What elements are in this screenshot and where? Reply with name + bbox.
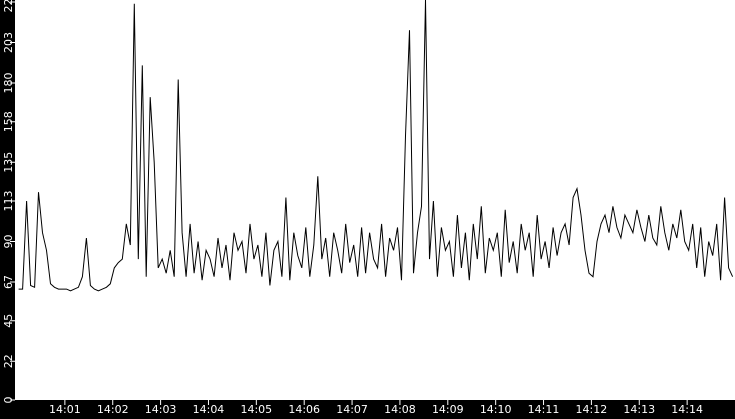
y-tick-label: 158: [2, 111, 15, 132]
y-tick-label: 22: [2, 354, 15, 368]
x-tick-label: 14:11: [528, 403, 560, 415]
x-tick-label: 14:02: [97, 403, 129, 415]
x-tick-label: 14:12: [576, 403, 608, 415]
x-tick-label: 14:05: [240, 403, 272, 415]
x-tick-label: 14:04: [193, 403, 225, 415]
y-tick-label: 226: [2, 0, 15, 13]
x-tick-label: 14:06: [288, 403, 320, 415]
y-tick-label: 203: [2, 32, 15, 53]
y-tick-label: 67: [2, 275, 15, 289]
x-tick-label: 14:13: [623, 403, 655, 415]
y-tick-label: 90: [2, 235, 15, 249]
series-line: [18, 0, 734, 292]
plot-area: [15, 0, 735, 400]
y-tick-label: 135: [2, 152, 15, 173]
x-tick-label: 14:09: [432, 403, 464, 415]
y-axis: 0 22 45 67 90 113 135 158 180 203 226: [2, 0, 15, 404]
x-tick-label: 14:08: [384, 403, 416, 415]
x-tick-label: 14:10: [480, 403, 512, 415]
x-axis: 14:01 14:02 14:03 14:04 14:05 14:06 14:07 14:08…: [49, 400, 703, 416]
y-tick-label: 113: [2, 191, 15, 212]
x-tick-label: 14:14: [671, 403, 703, 415]
x-tick-label: 14:07: [336, 403, 368, 415]
x-tick-label: 14:03: [145, 403, 177, 415]
x-tick-label: 14:01: [49, 403, 81, 415]
y-tick-label: 0: [2, 397, 15, 404]
y-tick-label: 180: [2, 73, 15, 94]
y-tick-label: 45: [2, 314, 15, 328]
